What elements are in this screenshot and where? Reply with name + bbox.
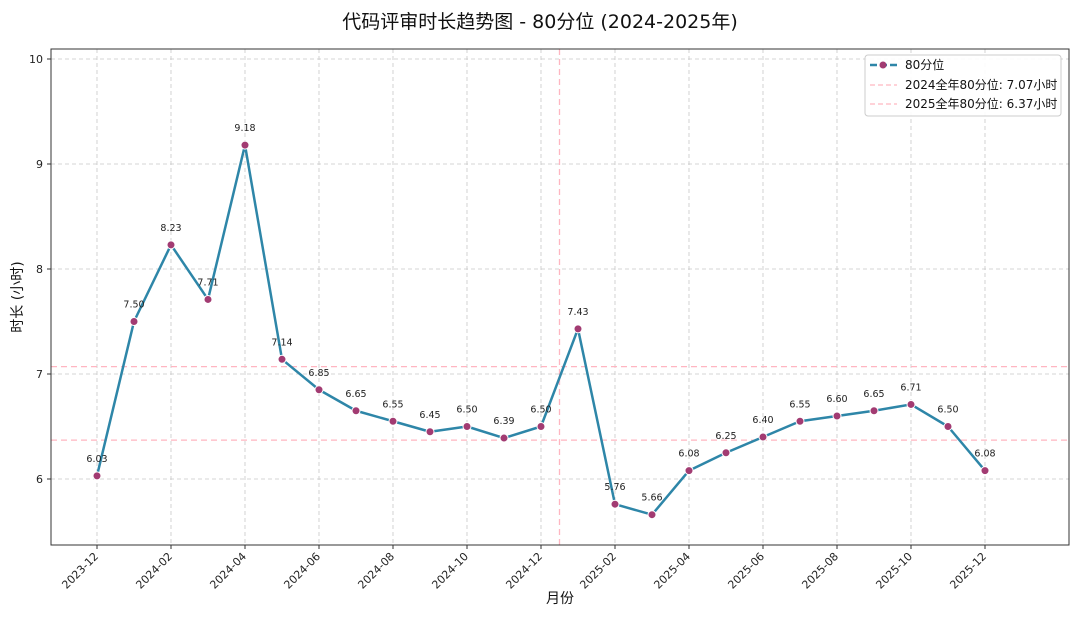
- x-tick-label: 2025-02: [577, 550, 619, 592]
- y-tick-label: 7: [36, 368, 43, 381]
- data-point-marker: [166, 240, 176, 250]
- x-tick-label: 2025-04: [651, 550, 693, 592]
- x-tick-label: 2023-12: [59, 550, 101, 592]
- x-axis-ticks: 2023-12 2024-02 2024-04 2024-06 2024-08 2024-…: [59, 545, 989, 592]
- y-tick-label: 9: [36, 158, 43, 171]
- data-point-marker: [277, 354, 287, 364]
- data-point-label: 6.85: [308, 368, 329, 379]
- x-tick-label: 2024-10: [429, 550, 471, 592]
- data-point-label: 6.65: [345, 389, 366, 400]
- x-tick-label: 2025-10: [873, 550, 915, 592]
- chart-title: 代码评审时长趋势图 - 80分位 (2024-2025年): [342, 11, 738, 33]
- data-point-label: 6.50: [456, 405, 477, 416]
- data-point-label: 6.08: [678, 449, 699, 460]
- data-point-label: 6.39: [493, 416, 514, 427]
- data-point-label: 5.76: [604, 482, 625, 493]
- x-tick-label: 2024-02: [133, 550, 175, 592]
- data-point-marker: [869, 406, 879, 416]
- x-tick-label: 2025-06: [725, 550, 767, 592]
- x-tick-label: 2024-12: [503, 550, 545, 592]
- y-axis-label: 时长 (小时): [10, 261, 26, 332]
- data-point-marker: [721, 448, 731, 458]
- data-point-label: 6.40: [752, 415, 773, 426]
- data-labels: 6.03 7.50 8.23 7.71 9.18 7.14 6.85 6.65 6.55 6.45…: [86, 123, 995, 504]
- series-80th-percentile: [92, 140, 990, 520]
- legend-label: 80分位: [905, 57, 944, 72]
- data-point-marker: [314, 385, 324, 395]
- data-point-marker: [610, 499, 620, 509]
- legend-label: 2024全年80分位: 7.07小时: [905, 77, 1057, 92]
- x-axis-label: 月份: [546, 591, 574, 607]
- data-point-label: 7.14: [271, 337, 292, 348]
- x-tick-label: 2024-08: [355, 550, 397, 592]
- data-point-marker: [758, 432, 768, 442]
- data-point-marker: [203, 294, 213, 304]
- data-point-marker: [906, 399, 916, 409]
- data-point-label: 6.55: [382, 399, 403, 410]
- data-point-marker: [499, 433, 509, 443]
- x-tick-label: 2025-12: [947, 550, 989, 592]
- data-point-marker: [684, 466, 694, 476]
- data-point-label: 9.18: [234, 123, 255, 134]
- data-point-label: 5.66: [641, 493, 662, 504]
- legend: 80分位 2024全年80分位: 7.07小时 2025全年80分位: 6.37…: [864, 54, 1062, 117]
- data-point-label: 7.71: [197, 277, 218, 288]
- data-point-label: 7.50: [123, 300, 144, 311]
- data-point-label: 8.23: [160, 223, 181, 234]
- data-point-label: 6.71: [900, 382, 921, 393]
- data-point-label: 6.45: [419, 410, 440, 421]
- data-point-marker: [832, 411, 842, 421]
- legend-label: 2025全年80分位: 6.37小时: [905, 96, 1057, 111]
- data-point-label: 6.08: [974, 449, 995, 460]
- data-point-marker: [573, 324, 583, 334]
- data-point-label: 6.60: [826, 394, 847, 405]
- legend-item-series: 80分位: [870, 57, 944, 72]
- legend-box: [864, 54, 1062, 117]
- data-point-marker: [425, 427, 435, 437]
- legend-item-2024-ref: 2024全年80分位: 7.07小时: [870, 77, 1057, 92]
- data-point-marker: [462, 422, 472, 431]
- data-point-marker: [92, 471, 102, 481]
- data-point-marker: [536, 422, 546, 431]
- legend-marker-icon: [879, 61, 887, 69]
- data-point-marker: [980, 466, 990, 476]
- y-tick-label: 8: [36, 263, 43, 276]
- y-axis-ticks: 6 7 8 9 10: [29, 53, 51, 486]
- data-point-marker: [351, 406, 361, 416]
- data-point-label: 6.50: [530, 405, 551, 416]
- data-point-marker: [647, 510, 657, 520]
- data-point-marker: [388, 416, 398, 426]
- x-tick-label: 2024-06: [281, 550, 323, 592]
- reference-lines: [51, 49, 1069, 545]
- data-point-marker: [240, 140, 250, 150]
- plot-area-frame: [50, 48, 1070, 546]
- data-point-label: 6.03: [86, 454, 107, 465]
- data-point-marker: [129, 317, 139, 326]
- data-point-label: 6.50: [937, 405, 958, 416]
- y-tick-label: 10: [29, 53, 43, 66]
- data-point-label: 6.25: [715, 431, 736, 442]
- y-tick-label: 6: [36, 473, 43, 486]
- data-point-label: 6.55: [789, 399, 810, 410]
- data-point-label: 6.65: [863, 389, 884, 400]
- legend-item-2025-ref: 2025全年80分位: 6.37小时: [870, 96, 1057, 111]
- data-point-marker: [795, 416, 805, 426]
- data-point-marker: [943, 422, 953, 431]
- x-tick-label: 2025-08: [799, 550, 841, 592]
- data-point-label: 7.43: [567, 307, 588, 318]
- x-tick-label: 2024-04: [207, 550, 249, 592]
